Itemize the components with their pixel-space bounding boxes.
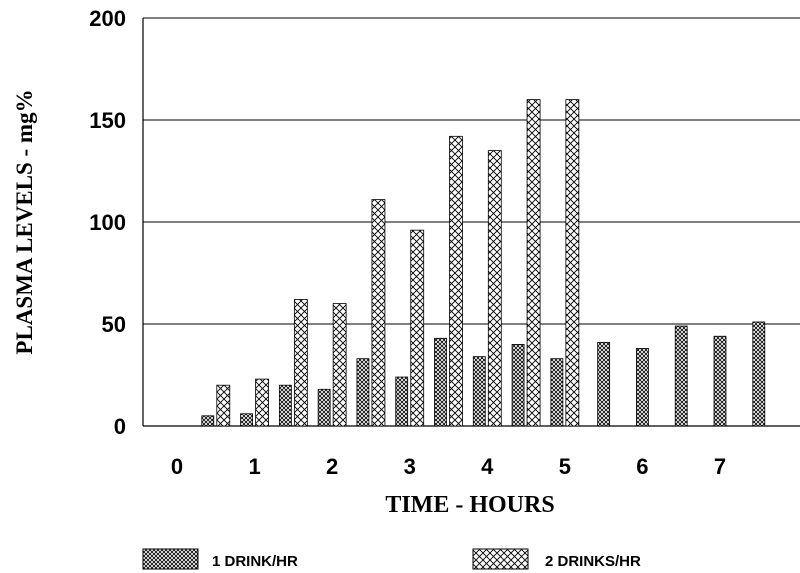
bar-1-drink: [278, 384, 292, 427]
bar-1-drink: [240, 413, 253, 427]
y-tick-labels: 0 50 100 150 200: [89, 6, 126, 439]
bar-2-drinks: [216, 384, 231, 427]
bar-1-drink: [472, 356, 486, 427]
plot-area: [142, 17, 800, 427]
bar-1-drink: [752, 321, 766, 427]
bar-2-drinks: [371, 199, 386, 427]
x-tick-label: 4: [481, 454, 494, 479]
bar-2-drinks: [255, 378, 269, 427]
bar-1-drink: [434, 337, 447, 427]
bar-1-drink: [550, 358, 564, 427]
bar-1-drink: [201, 415, 215, 427]
y-tick-label: 0: [114, 414, 126, 439]
x-tick-label: 3: [404, 454, 416, 479]
bar-1-drink: [511, 343, 525, 427]
legend-label-2-drinks: 2 DRINKS/HR: [545, 553, 641, 570]
bar-1-drink: [597, 341, 611, 427]
legend-label-1-drink: 1 DRINK/HR: [212, 553, 298, 570]
bar-2-drinks: [449, 135, 463, 427]
x-tick-label: 0: [171, 454, 183, 479]
x-tick-label: 1: [248, 454, 260, 479]
bar-1-drink: [356, 358, 370, 427]
bar-1-drink: [317, 388, 331, 427]
bar-2-drinks: [410, 229, 425, 427]
bars: [201, 99, 766, 427]
bar-1-drink: [395, 376, 409, 427]
bar-1-drink: [636, 348, 649, 427]
bar-2-drinks: [487, 150, 502, 427]
x-tick-label: 6: [636, 454, 648, 479]
y-tick-label: 100: [89, 210, 126, 235]
legend-swatch-2-drinks: [472, 548, 529, 570]
bar-2-drinks: [332, 303, 347, 427]
x-axis-title: TIME - HOURS: [385, 492, 554, 518]
x-tick-label: 7: [714, 454, 726, 479]
bar-2-drinks: [565, 99, 580, 427]
x-tick-label: 5: [559, 454, 571, 479]
gridlines: [143, 17, 800, 427]
bar-2-drinks: [293, 299, 308, 427]
legend: 1 DRINK/HR 2 DRINKS/HR: [142, 548, 641, 570]
bar-1-drink: [713, 335, 727, 427]
y-tick-label: 150: [89, 108, 126, 133]
bar-1-drink: [674, 325, 688, 427]
x-tick-label: 2: [326, 454, 338, 479]
x-tick-labels: 0 1 2 3 4 5 6 7: [171, 454, 726, 479]
bar-2-drinks: [526, 99, 541, 427]
y-axis-title: PLASMA LEVELS - mg%: [12, 89, 37, 354]
legend-swatch-1-drink: [142, 548, 199, 570]
y-tick-label: 50: [102, 312, 126, 337]
y-tick-label: 200: [89, 6, 126, 31]
